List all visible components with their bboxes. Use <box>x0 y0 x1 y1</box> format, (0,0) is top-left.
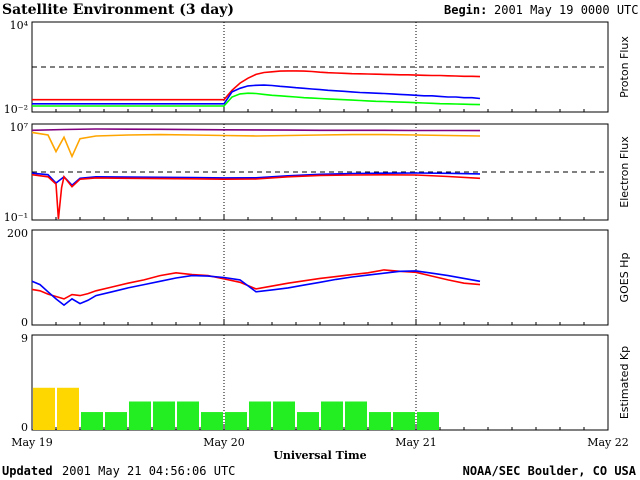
kp-bar <box>345 401 367 430</box>
y-tick-label: 200 <box>7 227 28 240</box>
kp-bar <box>369 412 391 430</box>
series-line <box>32 92 481 107</box>
x-axis-label: Universal Time <box>273 449 366 462</box>
begin-label: Begin: <box>444 3 488 17</box>
y-tick-label: 10⁷ <box>10 121 29 134</box>
credit-text: NOAA/SEC Boulder, CO USA <box>462 464 636 478</box>
series-line <box>31 173 481 220</box>
x-tick-label: May 19 <box>11 436 53 449</box>
y-tick-label: 10⁴ <box>10 19 29 32</box>
series-line <box>32 70 481 101</box>
kp-bar <box>417 412 439 430</box>
updated-value: 2001 May 21 04:56:06 UTC <box>62 464 236 478</box>
begin-value: 2001 May 19 0000 UTC <box>494 3 639 17</box>
y-tick-label: 10⁻¹ <box>4 211 28 224</box>
series-line <box>31 131 481 159</box>
kp-bar <box>105 412 127 430</box>
series-line <box>32 84 481 105</box>
kp-bar <box>33 387 55 430</box>
panel-frame <box>31 229 609 326</box>
kp-bar <box>321 401 343 430</box>
kp-bar <box>153 401 175 430</box>
y-axis-label: Electron Flux <box>618 136 631 208</box>
series-line <box>31 270 481 307</box>
y-axis-label: Estimated Kp <box>618 346 631 419</box>
kp-bar <box>273 401 295 430</box>
x-tick-label: May 22 <box>587 436 629 449</box>
kp-bar <box>297 412 319 430</box>
y-axis-label: Proton Flux <box>618 36 631 98</box>
y-tick-label: 0 <box>21 316 28 329</box>
x-tick-label: May 21 <box>395 436 437 449</box>
y-tick-label: 0 <box>21 421 28 434</box>
kp-bar <box>177 401 199 430</box>
y-tick-label: 9 <box>21 332 28 345</box>
updated-label: Updated <box>2 464 53 478</box>
kp-bar <box>57 387 79 430</box>
x-tick-label: May 20 <box>203 436 245 449</box>
kp-bar <box>81 412 103 430</box>
y-tick-label: 10⁻² <box>4 103 28 116</box>
series-line <box>31 128 481 132</box>
kp-bar <box>129 401 151 430</box>
kp-bar <box>393 412 415 430</box>
kp-bar <box>225 412 247 430</box>
kp-bar <box>201 412 223 430</box>
y-axis-label: GOES Hp <box>618 253 631 303</box>
chart-title: Satellite Environment (3 day) <box>2 2 235 18</box>
series-line <box>31 269 481 300</box>
kp-bar <box>249 401 271 430</box>
